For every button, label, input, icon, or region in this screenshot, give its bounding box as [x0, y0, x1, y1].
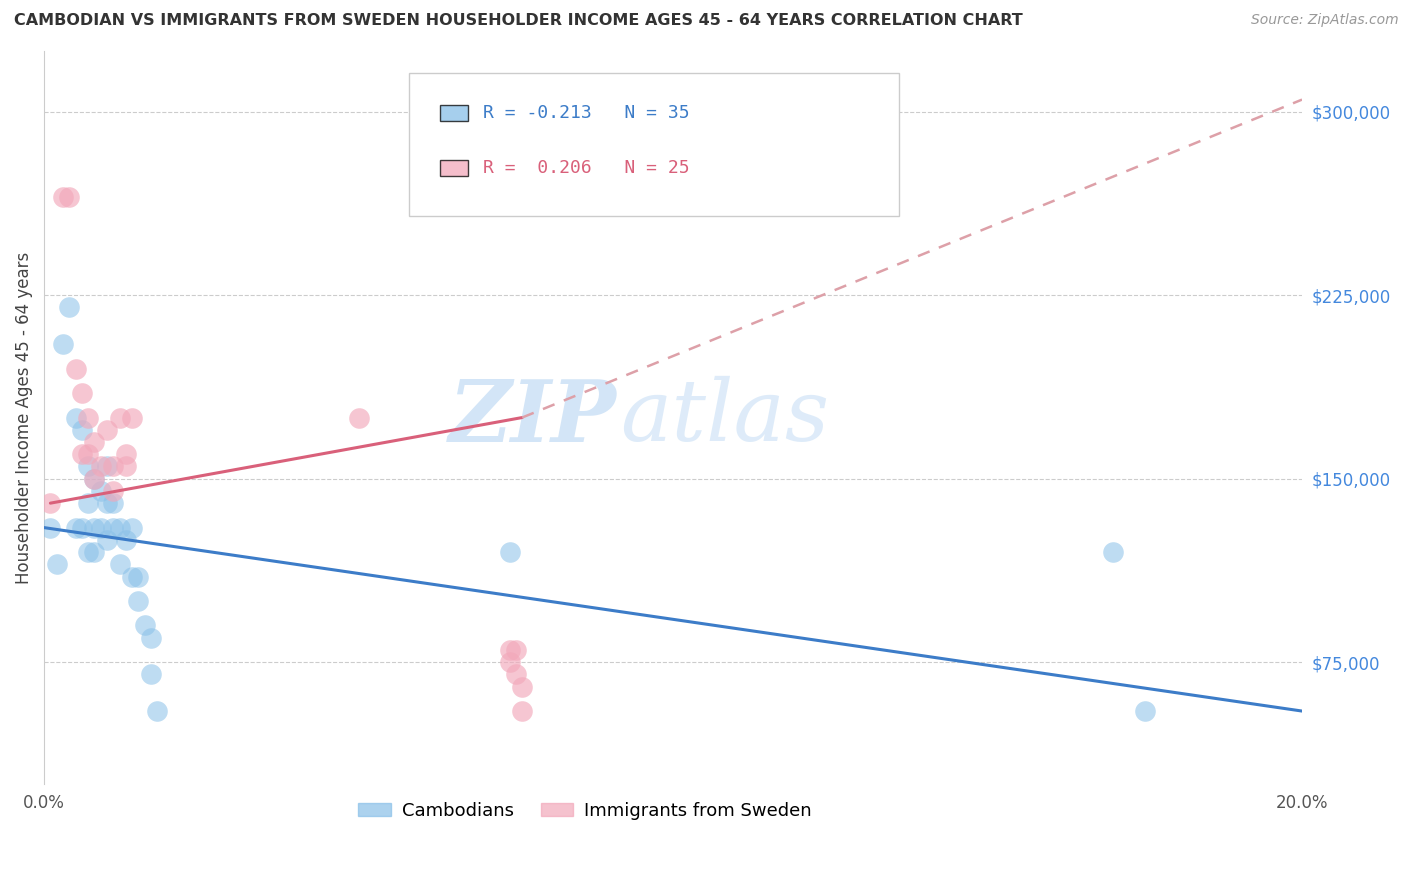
Point — [77, 545, 100, 559]
Point — [96, 459, 118, 474]
Point — [139, 667, 162, 681]
Point — [58, 190, 80, 204]
Point — [108, 410, 131, 425]
Point — [90, 483, 112, 498]
Point — [121, 520, 143, 534]
Point — [498, 643, 520, 657]
Y-axis label: Householder Income Ages 45 - 64 years: Householder Income Ages 45 - 64 years — [15, 252, 32, 583]
FancyBboxPatch shape — [440, 105, 468, 121]
Point — [103, 496, 125, 510]
Point — [39, 520, 62, 534]
FancyBboxPatch shape — [409, 72, 900, 216]
Point — [96, 533, 118, 547]
Text: ZIP: ZIP — [449, 376, 616, 459]
Point — [134, 618, 156, 632]
Text: atlas: atlas — [620, 376, 830, 458]
Point — [83, 520, 105, 534]
Point — [70, 520, 93, 534]
Point — [127, 569, 149, 583]
Point — [108, 520, 131, 534]
Point — [505, 643, 527, 657]
FancyBboxPatch shape — [440, 160, 468, 176]
Point — [52, 190, 75, 204]
Legend: Cambodians, Immigrants from Sweden: Cambodians, Immigrants from Sweden — [352, 794, 818, 827]
Point — [65, 361, 87, 376]
Text: CAMBODIAN VS IMMIGRANTS FROM SWEDEN HOUSEHOLDER INCOME AGES 45 - 64 YEARS CORREL: CAMBODIAN VS IMMIGRANTS FROM SWEDEN HOUS… — [14, 13, 1022, 29]
Point — [510, 680, 533, 694]
Point — [90, 459, 112, 474]
Point — [77, 459, 100, 474]
Point — [70, 423, 93, 437]
Point — [510, 704, 533, 718]
Text: Source: ZipAtlas.com: Source: ZipAtlas.com — [1251, 13, 1399, 28]
Point — [90, 520, 112, 534]
Point — [83, 435, 105, 450]
Text: R =  0.206   N = 25: R = 0.206 N = 25 — [484, 159, 690, 178]
Point — [1102, 545, 1125, 559]
Point — [498, 545, 520, 559]
Point — [103, 483, 125, 498]
Point — [127, 594, 149, 608]
Point — [115, 533, 138, 547]
Point — [70, 386, 93, 401]
Point — [498, 655, 520, 669]
Point — [146, 704, 169, 718]
Point — [77, 447, 100, 461]
Point — [103, 520, 125, 534]
Point — [39, 496, 62, 510]
Point — [83, 472, 105, 486]
Point — [96, 496, 118, 510]
Point — [115, 459, 138, 474]
Point — [45, 558, 67, 572]
Point — [65, 520, 87, 534]
Point — [347, 410, 370, 425]
Point — [1133, 704, 1156, 718]
Point — [58, 301, 80, 315]
Point — [115, 447, 138, 461]
Point — [505, 667, 527, 681]
Point — [103, 459, 125, 474]
Point — [139, 631, 162, 645]
Point — [70, 447, 93, 461]
Text: R = -0.213   N = 35: R = -0.213 N = 35 — [484, 104, 690, 122]
Point — [108, 558, 131, 572]
Point — [121, 569, 143, 583]
Point — [96, 423, 118, 437]
Point — [83, 472, 105, 486]
Point — [77, 410, 100, 425]
Point — [52, 337, 75, 351]
Point — [65, 410, 87, 425]
Point — [121, 410, 143, 425]
Point — [77, 496, 100, 510]
Point — [83, 545, 105, 559]
